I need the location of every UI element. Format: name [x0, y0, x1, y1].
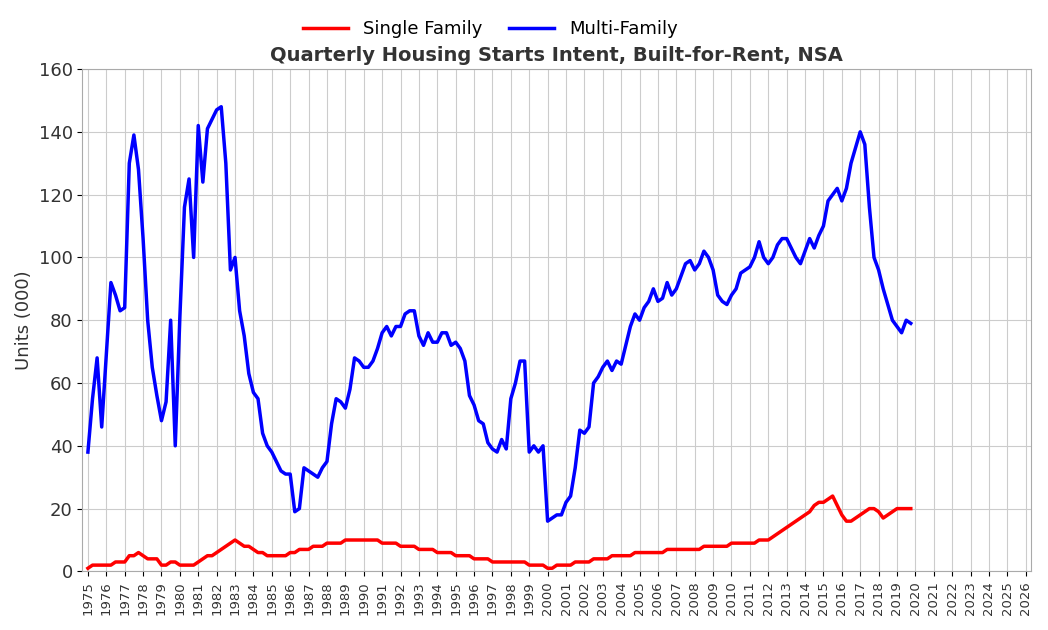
Multi-Family: [887, 316, 899, 324]
Single Family: [812, 498, 825, 506]
Single Family: [394, 542, 407, 550]
Single Family: [881, 511, 894, 518]
Multi-Family: [95, 423, 108, 431]
Multi-Family: [257, 430, 269, 437]
Legend: Single Family, Multi-Family: Single Family, Multi-Family: [296, 13, 684, 45]
Multi-Family: [399, 310, 412, 318]
Single Family: [826, 492, 838, 500]
Multi-Family: [178, 203, 191, 211]
Single Family: [95, 561, 108, 569]
Single Family: [252, 549, 264, 556]
Title: Quarterly Housing Starts Intent, Built-for-Rent, NSA: Quarterly Housing Starts Intent, Built-f…: [270, 46, 844, 65]
Multi-Family: [82, 449, 94, 456]
Line: Multi-Family: Multi-Family: [88, 106, 911, 521]
Y-axis label: Units (000): Units (000): [15, 270, 32, 370]
Line: Single Family: Single Family: [88, 496, 911, 568]
Multi-Family: [904, 319, 917, 327]
Multi-Family: [215, 103, 227, 110]
Multi-Family: [542, 517, 554, 525]
Single Family: [82, 564, 94, 572]
Multi-Family: [822, 197, 834, 205]
Single Family: [904, 505, 917, 512]
Single Family: [178, 561, 191, 569]
